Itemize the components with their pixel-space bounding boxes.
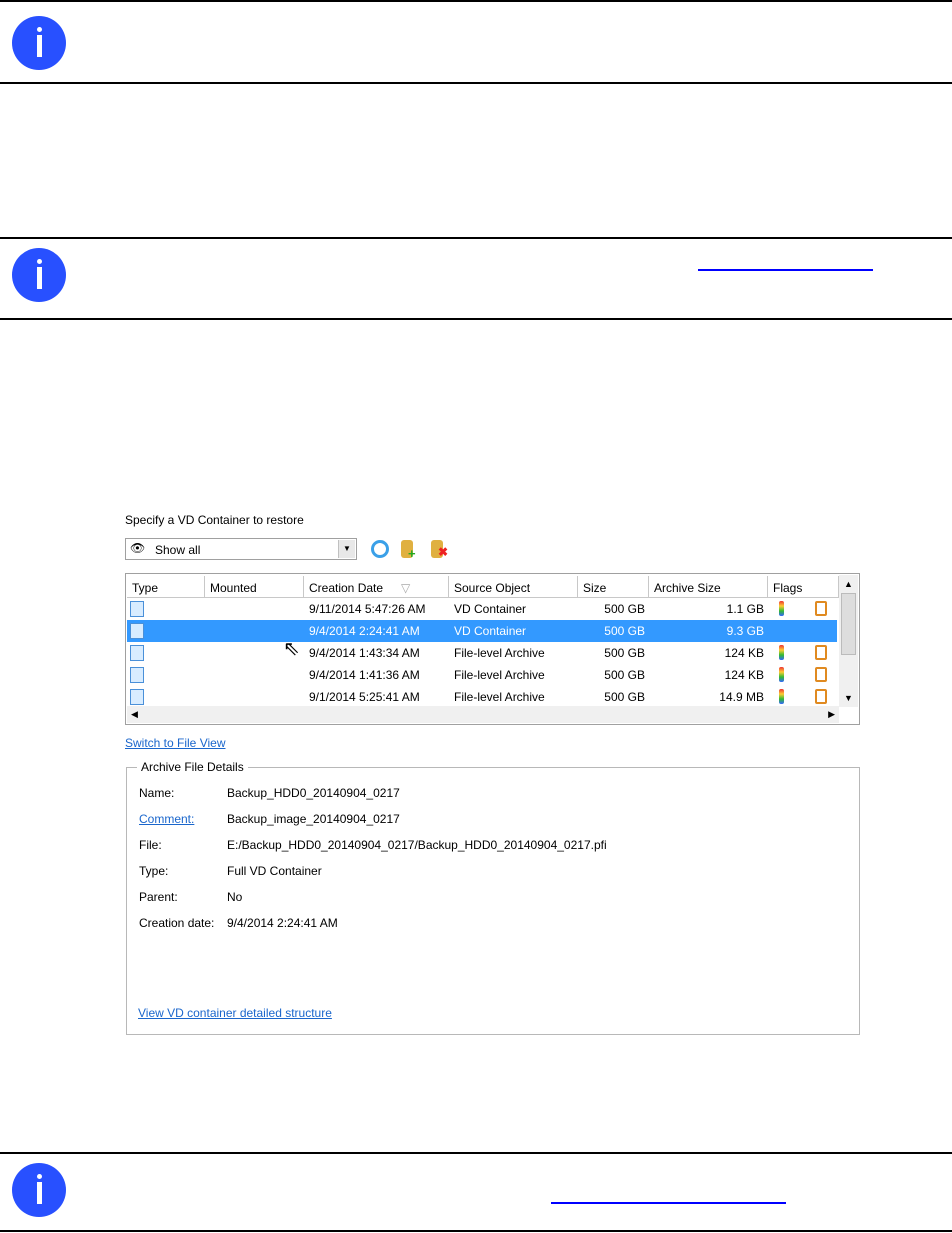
link-underline[interactable] xyxy=(698,269,873,271)
column-header-size[interactable]: Size xyxy=(578,576,649,598)
size: 500 GB xyxy=(604,668,645,682)
size: 500 GB xyxy=(604,690,645,704)
archive-list[interactable]: Type Mounted Creation Date ▽ Source Objec… xyxy=(125,573,860,725)
info-icon xyxy=(12,248,66,302)
eye-icon: 👁 xyxy=(130,541,146,555)
file-icon xyxy=(130,689,144,705)
creation-date: 9/11/2014 5:47:26 AM xyxy=(309,602,426,616)
link-underline[interactable] xyxy=(551,1202,786,1204)
vd-container-icon xyxy=(130,623,144,639)
creation-date: 9/4/2014 1:43:34 AM xyxy=(309,646,420,660)
scroll-right-icon[interactable]: ▶ xyxy=(828,709,835,719)
source-object: VD Container xyxy=(454,602,527,616)
creation-date: 9/4/2014 2:24:41 AM xyxy=(309,624,420,638)
rule xyxy=(0,1230,952,1232)
thermometer-icon xyxy=(779,667,784,682)
thermometer-icon xyxy=(779,645,784,660)
scroll-thumb[interactable] xyxy=(841,593,856,655)
tree-icon xyxy=(815,645,827,660)
tree-icon xyxy=(815,667,827,682)
field-value: Full VD Container xyxy=(227,864,322,878)
column-header-archive-size[interactable]: Archive Size xyxy=(649,576,768,598)
creation-date: 9/1/2014 5:25:41 AM xyxy=(309,690,420,704)
table-row[interactable]: 9/4/2014 1:41:36 AM File-level Archive 5… xyxy=(127,664,837,686)
source-object: File-level Archive xyxy=(454,690,545,704)
column-header-flags[interactable]: Flags xyxy=(768,576,839,598)
field-value: No xyxy=(227,890,243,904)
rule xyxy=(0,237,952,239)
table-row[interactable]: 9/11/2014 5:47:26 AM VD Container 500 GB… xyxy=(127,598,837,620)
field-value: Backup_HDD0_20140904_0217 xyxy=(227,786,400,800)
prompt-label: Specify a VD Container to restore xyxy=(125,513,304,527)
chevron-down-icon[interactable]: ▼ xyxy=(338,540,355,558)
field-label: File: xyxy=(139,838,162,852)
details-title: Archive File Details xyxy=(137,760,248,774)
vd-container-icon xyxy=(130,601,144,617)
archive-size: 9.3 GB xyxy=(726,624,764,638)
tree-icon xyxy=(815,689,827,704)
horizontal-scrollbar[interactable]: ◀ ▶ xyxy=(127,706,839,723)
archive-size: 124 KB xyxy=(724,646,764,660)
archive-file-details: Archive File Details Name: Backup_HDD0_20… xyxy=(126,760,860,1035)
view-structure-link[interactable]: View VD container detailed structure xyxy=(138,1006,332,1020)
field-value: 9/4/2014 2:24:41 AM xyxy=(227,916,338,930)
size: 500 GB xyxy=(604,624,645,638)
field-label: Type: xyxy=(139,864,169,878)
archive-size: 14.9 MB xyxy=(719,690,764,704)
key-icon xyxy=(779,689,784,704)
vertical-scrollbar[interactable]: ▲ ▼ xyxy=(839,575,858,707)
table-row[interactable]: 9/1/2014 5:25:41 AM File-level Archive 5… xyxy=(127,686,837,708)
scroll-down-icon[interactable]: ▼ xyxy=(844,693,853,703)
filter-dropdown[interactable]: 👁 Show all ▼ xyxy=(125,538,357,560)
size: 500 GB xyxy=(604,646,645,660)
sort-icon: ▽ xyxy=(401,581,411,595)
info-icon xyxy=(12,1163,66,1217)
column-header-source-object[interactable]: Source Object xyxy=(449,576,578,598)
field-label: Name: xyxy=(139,786,175,800)
filter-value: Show all xyxy=(155,543,201,557)
field-label[interactable]: Comment: xyxy=(139,812,195,826)
rule xyxy=(0,82,952,84)
rule xyxy=(0,1152,952,1154)
thermometer-icon xyxy=(779,601,784,616)
table-row[interactable]: 9/4/2014 1:43:34 AM File-level Archive 5… xyxy=(127,642,837,664)
tree-icon xyxy=(815,601,827,616)
size: 500 GB xyxy=(604,602,645,616)
column-header-type[interactable]: Type xyxy=(127,576,205,598)
creation-date: 9/4/2014 1:41:36 AM xyxy=(309,668,420,682)
field-label: Creation date: xyxy=(139,916,215,930)
source-object: VD Container xyxy=(454,624,527,638)
column-header-creation-date[interactable]: Creation Date ▽ xyxy=(304,576,449,598)
scroll-up-icon[interactable]: ▲ xyxy=(844,579,853,589)
field-value: Backup_image_20140904_0217 xyxy=(227,812,400,826)
info-icon xyxy=(12,16,66,70)
column-label: Creation Date xyxy=(309,581,384,595)
table-row[interactable]: 9/4/2014 2:24:41 AM VD Container 500 GB … xyxy=(127,620,837,642)
remove-database-icon[interactable]: ✖ xyxy=(431,540,448,559)
rule xyxy=(0,318,952,320)
switch-to-file-view-link[interactable]: Switch to File View xyxy=(125,736,226,750)
mouse-cursor-icon: ⇖ xyxy=(283,638,300,660)
field-value: E:/Backup_HDD0_20140904_0217/Backup_HDD0… xyxy=(227,838,607,852)
scroll-left-icon[interactable]: ◀ xyxy=(131,709,138,719)
archive-size: 1.1 GB xyxy=(726,602,764,616)
add-database-icon[interactable]: + xyxy=(401,540,416,561)
rule xyxy=(0,0,952,2)
field-label: Parent: xyxy=(139,890,178,904)
source-object: File-level Archive xyxy=(454,646,545,660)
archive-size: 124 KB xyxy=(724,668,764,682)
column-header-mounted[interactable]: Mounted xyxy=(205,576,304,598)
file-icon xyxy=(130,645,144,661)
refresh-icon[interactable] xyxy=(371,540,389,558)
source-object: File-level Archive xyxy=(454,668,545,682)
file-icon xyxy=(130,667,144,683)
